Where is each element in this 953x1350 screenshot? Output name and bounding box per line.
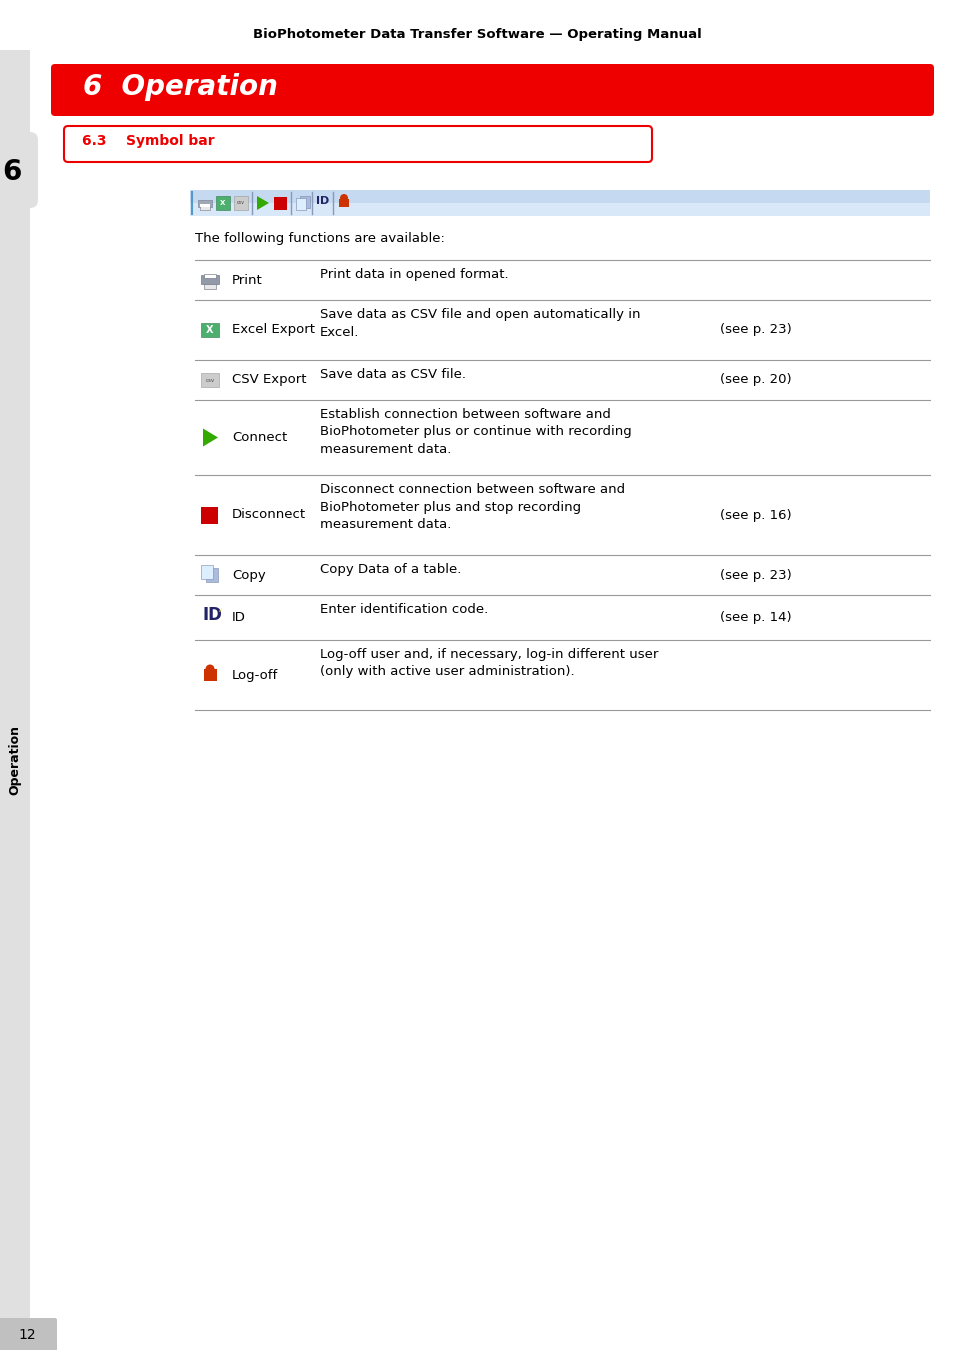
Text: X: X	[206, 325, 213, 335]
Text: Log-off: Log-off	[232, 668, 278, 682]
Bar	[200, 207, 210, 211]
FancyBboxPatch shape	[64, 126, 651, 162]
Text: Enter identification code.: Enter identification code.	[319, 603, 488, 616]
Text: ID: ID	[315, 196, 329, 207]
Bar	[201, 323, 219, 338]
Bar	[204, 274, 215, 278]
Bar	[201, 373, 219, 387]
Bar	[201, 275, 219, 284]
Bar	[206, 568, 218, 582]
Bar	[338, 198, 349, 207]
Text: Establish connection between software and
BioPhotometer plus or continue with re: Establish connection between software an…	[319, 408, 631, 456]
Text: CSV Export: CSV Export	[232, 374, 306, 386]
Bar	[274, 197, 287, 211]
Bar	[204, 284, 215, 289]
Text: 6: 6	[2, 158, 22, 186]
Bar	[215, 196, 230, 211]
Text: Log-off user and, if necessary, log-in different user
(only with active user adm: Log-off user and, if necessary, log-in d…	[319, 648, 658, 679]
Text: (see p. 20): (see p. 20)	[720, 374, 791, 386]
Text: Connect: Connect	[232, 431, 287, 444]
Text: Save data as CSV file.: Save data as CSV file.	[319, 369, 465, 381]
FancyBboxPatch shape	[0, 1318, 57, 1350]
Text: (see p. 14): (see p. 14)	[720, 612, 791, 624]
Polygon shape	[256, 196, 269, 211]
Text: (see p. 23): (see p. 23)	[720, 324, 791, 336]
Bar	[198, 200, 212, 207]
Text: X: X	[220, 200, 226, 207]
Text: (see p. 16): (see p. 16)	[720, 509, 791, 521]
Text: Excel Export: Excel Export	[232, 324, 314, 336]
Text: BioPhotometer Data Transfer Software — Operating Manual: BioPhotometer Data Transfer Software — O…	[253, 28, 700, 40]
Text: Print data in opened format.: Print data in opened format.	[319, 269, 508, 281]
Bar	[190, 202, 929, 216]
Text: Disconnect connection between software and
BioPhotometer plus and stop recording: Disconnect connection between software a…	[319, 483, 624, 531]
Text: csv: csv	[205, 378, 214, 382]
Circle shape	[339, 194, 348, 202]
Text: Save data as CSV file and open automatically in
Excel.: Save data as CSV file and open automatic…	[319, 308, 639, 339]
Text: Operation: Operation	[9, 725, 22, 795]
Bar	[204, 670, 216, 680]
Text: Copy: Copy	[232, 568, 266, 582]
Bar	[295, 198, 306, 211]
Text: ID: ID	[232, 612, 246, 624]
Text: 6  Operation: 6 Operation	[83, 73, 277, 101]
Text: Copy Data of a table.: Copy Data of a table.	[319, 563, 461, 576]
Bar	[201, 508, 218, 524]
Text: 12: 12	[18, 1328, 36, 1342]
FancyBboxPatch shape	[51, 63, 933, 116]
Circle shape	[205, 664, 214, 674]
Bar	[0, 50, 30, 1330]
Text: The following functions are available:: The following functions are available:	[194, 232, 444, 244]
Text: ✓: ✓	[216, 608, 222, 613]
Text: ID: ID	[203, 606, 223, 625]
Bar	[200, 204, 210, 207]
Text: (see p. 23): (see p. 23)	[720, 568, 791, 582]
Bar	[190, 190, 929, 216]
Bar	[201, 566, 213, 579]
Polygon shape	[203, 428, 218, 447]
Text: Disconnect: Disconnect	[232, 509, 306, 521]
Text: Print: Print	[232, 274, 262, 286]
Text: csv: csv	[236, 201, 245, 205]
Bar	[233, 196, 248, 211]
Text: 6.3    Symbol bar: 6.3 Symbol bar	[82, 134, 214, 148]
Bar	[299, 196, 310, 208]
FancyBboxPatch shape	[0, 132, 38, 208]
